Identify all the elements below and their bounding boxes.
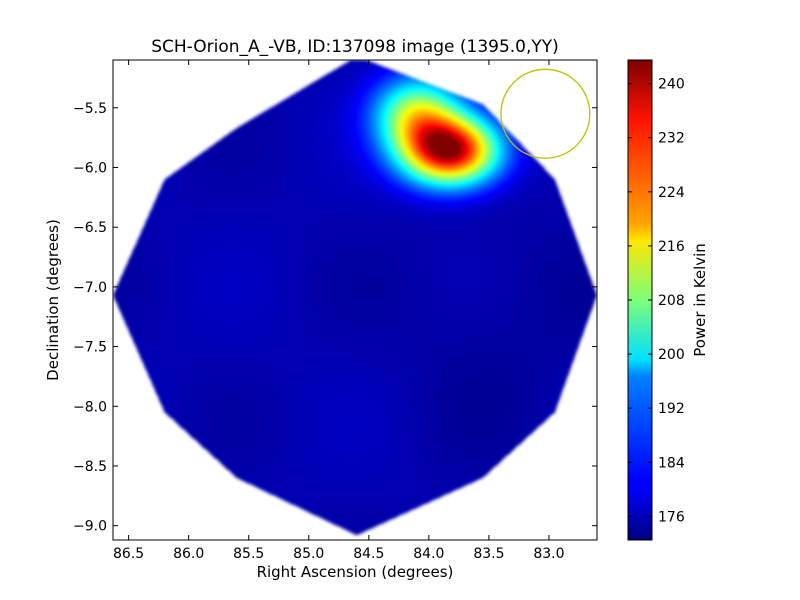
x-tick-label: 85.5	[233, 546, 264, 562]
colorbar-tick-label: 192	[658, 401, 685, 417]
colorbar-tick-label: 216	[658, 239, 685, 255]
heatmap-image	[113, 60, 597, 540]
x-tick-label: 84.5	[353, 546, 384, 562]
x-tick-label: 86.5	[113, 546, 144, 562]
x-tick-label: 86.0	[173, 546, 204, 562]
y-tick-label: −8.5	[73, 459, 107, 475]
y-axis-label: Declination (degrees)	[44, 219, 62, 381]
x-tick-label: 84.0	[413, 546, 444, 562]
chart-title: SCH-Orion_A_-VB, ID:137098 image (1395.0…	[151, 37, 559, 57]
axes-frame	[112, 59, 598, 541]
colorbar-tick-label: 200	[658, 347, 685, 363]
colorbar-tick-label: 232	[658, 131, 685, 147]
colorbar-label: Power in Kelvin	[691, 243, 709, 357]
annotation-layer	[500, 68, 591, 159]
y-tick-label: −7.5	[73, 340, 107, 356]
y-tick-label: −5.5	[73, 101, 107, 117]
x-tick-label: 85.0	[293, 546, 324, 562]
y-tick-label: −6.5	[73, 220, 107, 236]
colorbar-tick-label: 208	[658, 293, 685, 309]
colorbar-tick-label: 224	[658, 185, 685, 201]
y-tick-label: −9.0	[73, 519, 107, 535]
beam-circle	[500, 68, 591, 159]
y-tick-label: −7.0	[73, 280, 107, 296]
x-axis-ticks: 86.5 86.0 85.5 85.0 84.5 84.0 83.5 83.0	[113, 60, 565, 562]
y-tick-label: −6.0	[73, 160, 107, 176]
y-axis-ticks: −5.5 −6.0 −6.5 −7.0 −7.5 −8.0 −8.5 −9.0	[73, 101, 597, 535]
plot-area	[113, 60, 597, 540]
y-tick-label: −8.0	[73, 399, 107, 415]
colorbar-tick-label: 176	[658, 509, 685, 525]
x-tick-label: 83.5	[473, 546, 504, 562]
x-tick-label: 83.0	[533, 546, 564, 562]
colorbar-tick-label: 184	[658, 455, 685, 471]
colorbar-tick-label: 240	[658, 77, 685, 93]
colorbar-ticks: 240 232 224 216 208 200 192 184 176	[628, 77, 685, 525]
x-axis-label: Right Ascension (degrees)	[257, 563, 454, 581]
